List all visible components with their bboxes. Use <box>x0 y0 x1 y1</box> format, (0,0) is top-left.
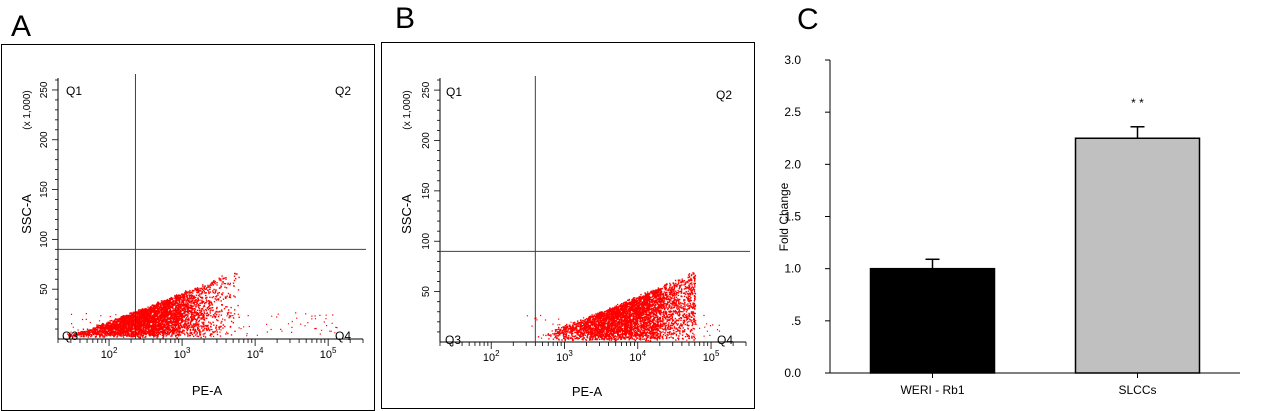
y-tick-label: .5 <box>791 314 801 328</box>
y-tick-label: 0.0 <box>784 366 801 380</box>
bar-2 <box>1074 137 1201 374</box>
bar-axes: 0.0 .5 1.0 1.5 2.0 2.5 3.0 WERI - Rb1 SLCCs <box>784 53 1240 397</box>
dot-cloud <box>526 272 721 342</box>
y-tick-label: 100 <box>421 232 432 249</box>
x-axis-title: PE-A <box>192 383 223 398</box>
quadrant-label-q1: Q1 <box>446 85 462 99</box>
dot-cloud <box>67 272 338 339</box>
event-dots <box>526 272 721 342</box>
y-tick-label: 200 <box>39 131 50 148</box>
panel-letter-a: A <box>11 10 32 43</box>
x-tick-label: SLCCs <box>1118 383 1156 397</box>
x-axis-title: PE-A <box>572 384 603 399</box>
y-tick-label: 200 <box>421 132 432 149</box>
y-tick-label: 150 <box>39 181 50 198</box>
y-tick-label: 250 <box>421 81 432 98</box>
y-tick-label: 50 <box>421 286 432 298</box>
y-tick-label: 1.0 <box>784 262 801 276</box>
y-tick-label: 150 <box>421 182 432 199</box>
quadrant-label-q2: Q2 <box>716 88 732 102</box>
y-tick-label: 2.0 <box>784 157 801 171</box>
y-axis-title: Fold Change <box>777 182 791 251</box>
quadrant-label-q4: Q4 <box>335 329 351 343</box>
bar-series: * * <box>869 96 1201 374</box>
y-multiplier-label: (x 1,000) <box>402 90 413 129</box>
event-dots <box>67 272 338 339</box>
y-tick-label: 100 <box>39 231 50 248</box>
quadrant-label-q3: Q3 <box>445 333 461 347</box>
plot-frame <box>1 44 375 411</box>
y-axis-title: SSC-A <box>399 194 414 234</box>
significance-annotation: * * <box>1131 96 1144 110</box>
y-axis-title: SSC-A <box>19 194 34 234</box>
quadrant-label-q2: Q2 <box>335 84 351 98</box>
quadrant-label-q4: Q4 <box>717 333 733 347</box>
y-tick-label: 2.5 <box>784 105 801 119</box>
y-tick-label: 250 <box>39 81 50 98</box>
bar-1 <box>869 267 996 374</box>
quadrant-label-q3: Q3 <box>62 329 78 343</box>
panel-letter-b: B <box>395 2 416 35</box>
panel-letter-c: C <box>797 3 819 36</box>
quadrant-gates <box>440 76 750 342</box>
plot-frame <box>381 42 755 409</box>
y-tick-label: 3.0 <box>784 53 801 67</box>
quadrant-gates <box>58 74 366 339</box>
y-tick-label: 50 <box>39 283 50 295</box>
quadrant-label-q1: Q1 <box>66 84 82 98</box>
y-tick-label: 1.5 <box>784 210 801 224</box>
y-multiplier-label: (x 1,000) <box>22 90 33 129</box>
x-tick-label: WERI - Rb1 <box>900 383 964 397</box>
